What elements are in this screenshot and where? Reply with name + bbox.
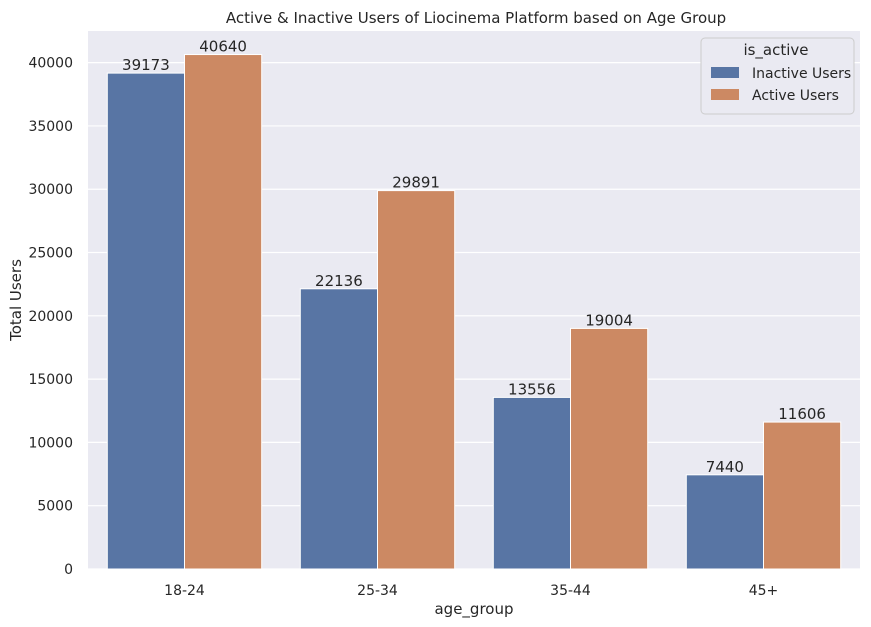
bar-active-users <box>570 327 649 570</box>
x-tick-label: 35-44 <box>550 583 591 599</box>
x-axis-title: age_group <box>434 600 513 619</box>
x-axis: 18-24 25-34 35-44 45+ <box>164 583 778 599</box>
y-tick-label: 15000 <box>28 372 73 388</box>
bar-active-users <box>184 54 263 570</box>
legend-swatch-inactive <box>711 67 739 78</box>
y-axis-title: Total Users <box>7 259 25 342</box>
legend-box <box>700 37 855 115</box>
bar-active-users <box>377 190 456 570</box>
bar-inactive-users <box>106 72 185 570</box>
data-label: 40640 <box>199 38 247 56</box>
data-label: 19004 <box>585 311 633 329</box>
y-tick-label: 10000 <box>28 435 73 451</box>
legend: is_active Inactive Users Active Users <box>700 37 855 115</box>
legend-label-active: Active Users <box>752 88 839 104</box>
data-labels-group: 39173 40640 22136 29891 13556 19004 7440 11606 <box>122 38 826 476</box>
y-tick-label: 35000 <box>28 119 73 135</box>
y-tick-label: 20000 <box>28 309 73 325</box>
bars-group <box>106 54 842 570</box>
data-label: 11606 <box>778 405 826 423</box>
data-label: 13556 <box>508 380 556 398</box>
chart-title: Active & Inactive Users of Liocinema Pla… <box>226 9 726 27</box>
bar-active-users <box>763 421 842 570</box>
legend-title: is_active <box>743 41 808 60</box>
x-tick-label: 25-34 <box>357 583 398 599</box>
data-label: 39173 <box>122 56 170 74</box>
y-axis: 0 5000 10000 15000 20000 25000 30000 35000 40000 <box>28 56 73 578</box>
x-tick-label: 45+ <box>749 583 779 599</box>
legend-label-inactive: Inactive Users <box>752 66 851 82</box>
bar-inactive-users <box>685 474 764 570</box>
x-tick-label: 18-24 <box>164 583 205 599</box>
bar-inactive-users <box>492 396 571 570</box>
y-tick-label: 25000 <box>28 246 73 262</box>
data-label: 22136 <box>315 272 363 290</box>
data-label: 7440 <box>706 458 744 476</box>
y-tick-label: 5000 <box>37 499 73 515</box>
bar-inactive-users <box>299 288 378 570</box>
data-label: 29891 <box>392 174 440 192</box>
legend-swatch-active <box>711 89 739 100</box>
y-tick-label: 30000 <box>28 182 73 198</box>
y-tick-label: 40000 <box>28 56 73 72</box>
y-tick-label: 0 <box>64 562 73 578</box>
